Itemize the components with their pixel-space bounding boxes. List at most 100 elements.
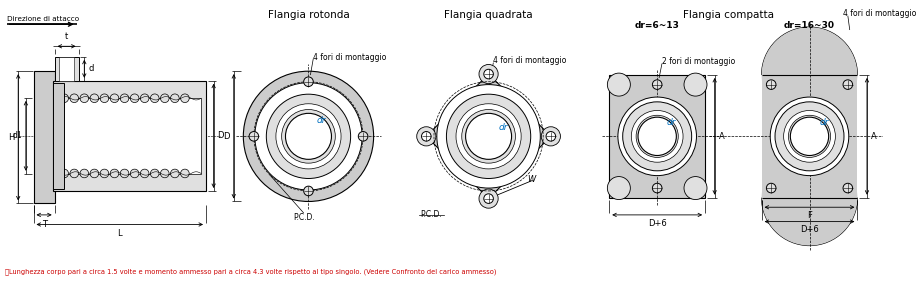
Text: dr=6~13: dr=6~13: [634, 21, 680, 30]
Circle shape: [120, 169, 129, 178]
Circle shape: [653, 183, 662, 193]
Text: dr: dr: [667, 118, 676, 127]
Text: ⓘLunghezza corpo pari a circa 1.5 volte e momento ammesso pari a circa 4.3 volte: ⓘLunghezza corpo pari a circa 1.5 volte …: [5, 269, 496, 275]
Circle shape: [171, 94, 179, 103]
Text: D+6: D+6: [648, 219, 667, 228]
Polygon shape: [426, 74, 550, 199]
Text: A: A: [870, 132, 877, 141]
Text: H: H: [8, 133, 15, 142]
Circle shape: [466, 113, 512, 159]
Text: D: D: [223, 132, 230, 141]
Circle shape: [160, 94, 169, 103]
Text: 4 fori di montaggio: 4 fori di montaggio: [493, 56, 567, 65]
Circle shape: [546, 132, 556, 141]
Circle shape: [843, 80, 853, 89]
Circle shape: [766, 80, 776, 89]
Text: T: T: [41, 220, 47, 229]
Circle shape: [484, 194, 493, 203]
Text: dr=16~30: dr=16~30: [784, 21, 835, 30]
Circle shape: [790, 117, 829, 156]
Circle shape: [770, 97, 849, 176]
Circle shape: [766, 183, 776, 193]
Circle shape: [417, 127, 436, 146]
Text: 4 fori di montaggio: 4 fori di montaggio: [313, 53, 386, 62]
Text: A: A: [718, 132, 725, 141]
Bar: [54, 57, 78, 81]
Circle shape: [160, 169, 169, 178]
Circle shape: [684, 177, 707, 200]
Circle shape: [171, 169, 179, 178]
Circle shape: [60, 169, 68, 178]
Circle shape: [266, 94, 350, 179]
Circle shape: [140, 94, 149, 103]
Circle shape: [303, 186, 313, 196]
Circle shape: [70, 94, 78, 103]
Circle shape: [456, 104, 521, 169]
Circle shape: [100, 94, 109, 103]
Text: dr: dr: [498, 123, 508, 132]
Circle shape: [303, 77, 313, 86]
Circle shape: [479, 189, 498, 208]
Circle shape: [437, 85, 540, 188]
Circle shape: [622, 102, 692, 171]
Circle shape: [100, 169, 109, 178]
Circle shape: [636, 115, 679, 158]
Bar: [59, 57, 74, 81]
Circle shape: [60, 94, 68, 103]
Circle shape: [775, 102, 844, 171]
Circle shape: [632, 111, 683, 162]
Circle shape: [110, 169, 119, 178]
Circle shape: [541, 127, 561, 146]
Circle shape: [638, 117, 677, 156]
Circle shape: [446, 94, 531, 179]
Circle shape: [479, 65, 498, 84]
Circle shape: [843, 183, 853, 193]
Circle shape: [421, 132, 431, 141]
Circle shape: [70, 169, 78, 178]
Circle shape: [181, 169, 189, 178]
Text: Flangia rotonda: Flangia rotonda: [267, 10, 349, 20]
Circle shape: [90, 94, 99, 103]
Text: P.C.D.: P.C.D.: [293, 213, 314, 222]
Circle shape: [140, 169, 149, 178]
Circle shape: [80, 94, 89, 103]
Bar: [762, 75, 857, 198]
Circle shape: [462, 109, 515, 163]
Circle shape: [110, 94, 119, 103]
Circle shape: [653, 80, 662, 89]
Circle shape: [608, 73, 631, 96]
Bar: [53, 81, 206, 191]
Circle shape: [286, 113, 332, 159]
Circle shape: [762, 27, 857, 123]
Bar: [57, 98, 201, 174]
Text: 2 fori di montaggio: 2 fori di montaggio: [662, 57, 735, 66]
Circle shape: [243, 71, 373, 202]
Text: D+6: D+6: [800, 226, 819, 234]
Text: 4 fori di montaggio: 4 fori di montaggio: [843, 9, 916, 18]
Text: Flangia compatta: Flangia compatta: [682, 10, 774, 20]
Circle shape: [150, 94, 159, 103]
Text: L: L: [117, 229, 122, 238]
Bar: [53, 83, 65, 189]
Circle shape: [150, 169, 159, 178]
Circle shape: [762, 150, 857, 246]
Circle shape: [684, 73, 707, 96]
Text: W: W: [527, 175, 536, 184]
Circle shape: [130, 169, 139, 178]
Circle shape: [90, 169, 99, 178]
Text: t: t: [65, 33, 68, 41]
Circle shape: [281, 109, 336, 163]
Text: d1: d1: [12, 131, 22, 140]
Circle shape: [130, 94, 139, 103]
Text: D: D: [218, 131, 224, 140]
Circle shape: [181, 94, 189, 103]
Circle shape: [80, 169, 89, 178]
Text: dr: dr: [316, 116, 325, 125]
Circle shape: [788, 115, 831, 158]
Circle shape: [249, 132, 259, 141]
Circle shape: [359, 132, 368, 141]
Circle shape: [618, 97, 696, 176]
Text: d: d: [89, 64, 93, 73]
Circle shape: [484, 69, 493, 79]
Circle shape: [784, 111, 835, 162]
